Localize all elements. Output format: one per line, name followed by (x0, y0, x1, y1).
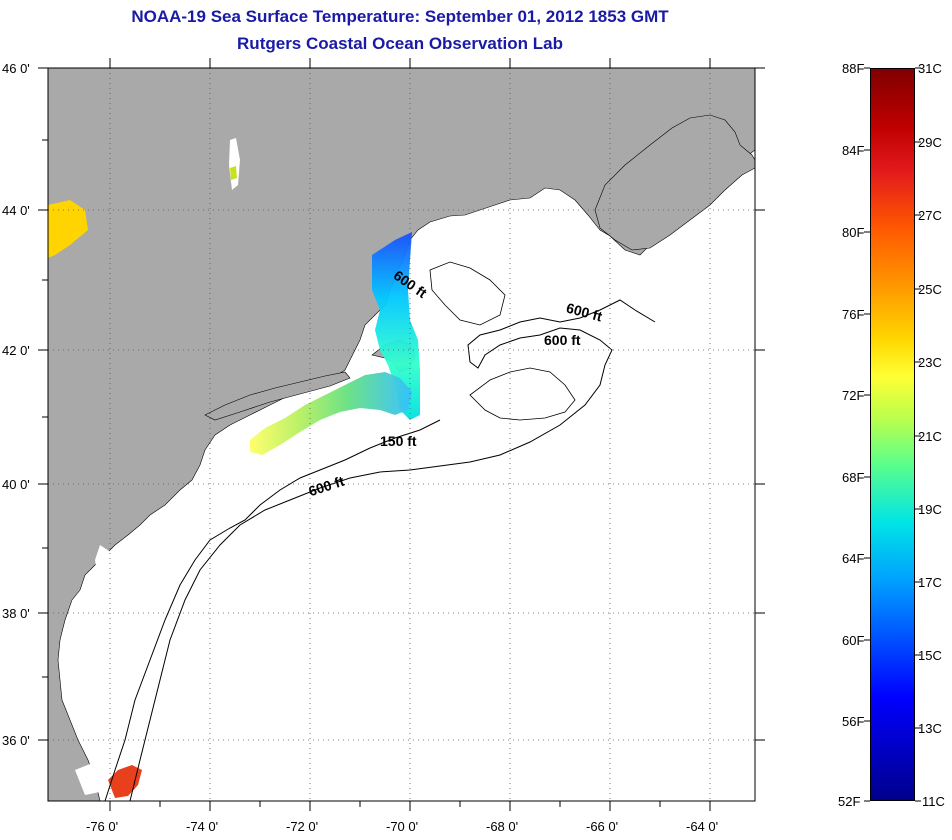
lon-label-70: -70 0' (386, 819, 419, 834)
colorbar-c-23: 23C (918, 355, 942, 370)
lat-label-36: 36 0' (2, 733, 30, 748)
contour-gulf-basin (429, 261, 506, 326)
axis-ticks (38, 58, 765, 811)
colorbar-f-76: 76F (842, 307, 865, 322)
colorbar-f-84: 84F (842, 143, 865, 158)
colorbar-f-68: 68F (842, 470, 865, 485)
colorbar-f-72: 72F (842, 388, 865, 403)
lon-label-66: -66 0' (586, 819, 619, 834)
colorbar-c-27: 27C (918, 208, 942, 223)
colorbar-c-17: 17C (918, 575, 942, 590)
graticule (48, 68, 755, 801)
contour-label-150ft: 150 ft (380, 433, 417, 449)
lake-ontario (48, 200, 88, 258)
colorbar-c-21: 21C (918, 429, 942, 444)
map-title: NOAA-19 Sea Surface Temperature: Septemb… (131, 7, 669, 26)
colorbar-ticks (864, 67, 921, 802)
lon-label-68: -68 0' (486, 819, 519, 834)
lon-label-74: -74 0' (186, 819, 219, 834)
colorbar-c-31: 31C (918, 61, 942, 76)
sst-swath-gulf-of-maine (372, 232, 420, 420)
land-mainland (47, 67, 756, 802)
water-pamlico-sound (75, 760, 120, 795)
colorbar-c-25: 25C (918, 282, 942, 297)
colorbar-c-11: 11C (922, 794, 945, 809)
colorbar-f-64: 64F (842, 551, 865, 566)
map-subtitle: Rutgers Coastal Ocean Observation Lab (237, 34, 563, 53)
land-long-island (204, 371, 351, 421)
sst-swath-southern-new-england (250, 372, 412, 455)
colorbar-c-29: 29C (918, 135, 942, 150)
contour-600ft-shelf (129, 299, 656, 802)
lat-label-38: 38 0' (2, 606, 30, 621)
contour-georges-bank (469, 367, 576, 421)
sst-swath-hatteras (108, 765, 142, 798)
colorbar-f-88: 88F (842, 61, 865, 76)
contour-150ft (104, 419, 441, 802)
lon-label-64: -64 0' (686, 819, 719, 834)
lon-label-76: -76 0' (86, 819, 119, 834)
lat-label-46: 46 0' (2, 61, 30, 76)
colorbar-f-80: 80F (842, 225, 865, 240)
water-delaware-bay (95, 545, 118, 590)
temperature-colorbar (870, 68, 915, 801)
colorbar-c-13: 13C (918, 721, 942, 736)
map-frame (47, 67, 756, 802)
lat-label-44: 44 0' (2, 203, 30, 218)
contour-label-600ft-bank: 600 ft (544, 332, 581, 348)
colorbar-f-52: 52F (838, 794, 861, 809)
colorbar-f-56: 56F (842, 714, 865, 729)
colorbar-f-60: 60F (842, 633, 865, 648)
sst-swath-champlain (230, 166, 237, 180)
water-chesapeake-bay (68, 600, 86, 710)
lat-label-42: 42 0' (2, 343, 30, 358)
colorbar-c-19: 19C (918, 502, 942, 517)
lat-label-40: 40 0' (2, 477, 30, 492)
colorbar-c-15: 15C (918, 648, 942, 663)
lon-label-72: -72 0' (286, 819, 319, 834)
